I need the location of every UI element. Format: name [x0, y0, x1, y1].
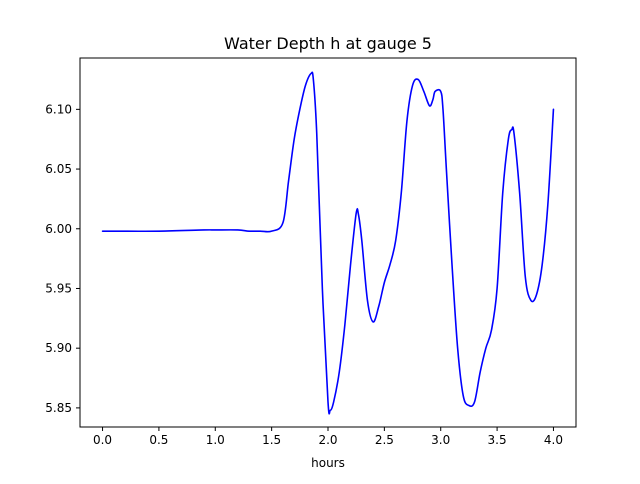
y-tick-label: 5.90	[45, 341, 72, 355]
x-tick-label: 3.0	[431, 433, 450, 447]
x-tick-label: 1.0	[206, 433, 225, 447]
y-axis-ticks: 5.85 5.90 5.95 6.00 6.05 6.10	[45, 102, 80, 415]
y-tick-label: 5.95	[45, 281, 72, 295]
x-tick-label: 2.5	[375, 433, 394, 447]
plot-area	[101, 71, 555, 415]
x-tick-label: 0.5	[149, 433, 168, 447]
x-tick-label: 3.5	[488, 433, 507, 447]
x-axis-label: hours	[311, 456, 345, 470]
chart-title: Water Depth h at gauge 5	[224, 34, 432, 53]
y-tick-label: 6.05	[45, 162, 72, 176]
water-depth-series-line	[101, 71, 555, 415]
y-tick-label: 6.10	[45, 102, 72, 116]
x-tick-label: 2.0	[318, 433, 337, 447]
x-tick-label: 4.0	[544, 433, 563, 447]
plot-frame	[79, 57, 577, 428]
y-tick-label: 6.00	[45, 222, 72, 236]
x-tick-label: 1.5	[262, 433, 281, 447]
x-tick-label: 0.0	[93, 433, 112, 447]
x-axis-ticks: 0.0 0.5 1.0 1.5 2.0 2.5 3.0 3.5 4.0	[93, 427, 563, 447]
y-tick-label: 5.85	[45, 401, 72, 415]
